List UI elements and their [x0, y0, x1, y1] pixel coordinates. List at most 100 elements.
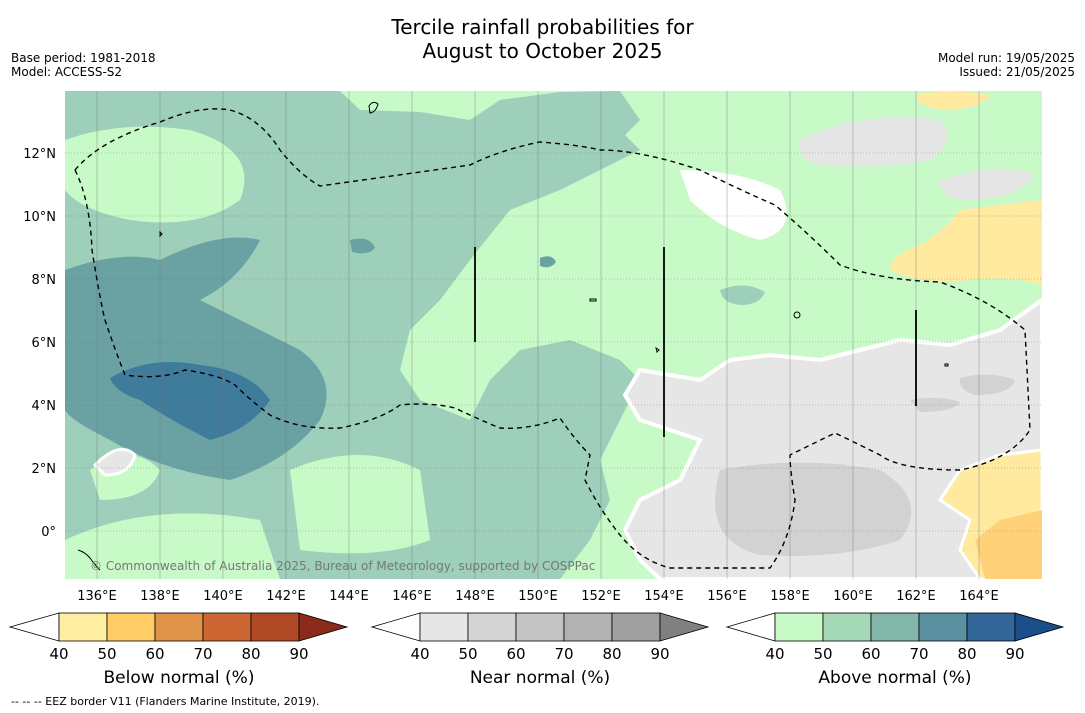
lon-label-152e: 152°E	[581, 589, 621, 604]
cb-above-tick-50: 50	[813, 645, 832, 663]
lat-label-2n: 2°N	[32, 462, 57, 477]
colorbar-below-normal	[8, 612, 349, 642]
below-normal-title: Below normal (%)	[103, 668, 255, 688]
lon-label-156e: 156°E	[707, 589, 747, 604]
lon-label-144e: 144°E	[329, 589, 369, 604]
cb-above-40-50	[774, 612, 824, 642]
model-run-label: Model run: 19/05/2025	[937, 51, 1075, 65]
issued-label: Issued: 21/05/2025	[959, 65, 1075, 79]
cb-below-80-90	[250, 612, 300, 642]
gridlines	[65, 152, 1042, 532]
base-period-label: Base period: 1981-2018	[11, 51, 156, 65]
cb-above-60-70	[870, 612, 920, 642]
lon-label-138e: 138°E	[140, 589, 180, 604]
eez-borders	[74, 108, 1031, 569]
meridian-lines	[96, 91, 980, 579]
cb-above-tick-80: 80	[957, 645, 976, 663]
below-normal-60-southeast	[975, 510, 1042, 579]
cb-below-tick-90: 90	[289, 645, 308, 663]
lat-label-6n: 6°N	[32, 336, 57, 351]
cb-below-40-50	[58, 612, 108, 642]
below-normal-50-east	[890, 200, 1042, 285]
lon-label-162e: 162°E	[896, 589, 936, 604]
colorbar-below-ticks: 40 50 60 70 80 90	[49, 645, 308, 663]
latitude-labels: 12°N 10°N 8°N 6°N 4°N 2°N 0°	[23, 147, 56, 540]
near-normal-40-north	[799, 117, 948, 167]
above-normal-title: Above normal (%)	[818, 668, 972, 688]
cb-near-80-90	[611, 612, 661, 642]
below-normal-50-north	[915, 91, 990, 110]
near-normal-pocket-1	[65, 126, 245, 223]
near-normal-50-patch	[959, 374, 1015, 395]
model-label: Model: ACCESS-S2	[11, 65, 123, 79]
above-normal-60-region	[65, 237, 327, 480]
map-title-line2: August to October 2025	[422, 39, 663, 63]
map-title-line1: Tercile rainfall probabilities for	[391, 15, 694, 39]
lon-label-150e: 150°E	[518, 589, 558, 604]
cb-below-tick-80: 80	[241, 645, 260, 663]
cb-above-tick-70: 70	[909, 645, 928, 663]
lon-label-136e: 136°E	[77, 589, 117, 604]
near-normal-40-north-2	[939, 168, 1035, 200]
eez-legend-note: -- -- -- EEZ border V11 (Flanders Marine…	[11, 695, 320, 708]
cb-below-50-60	[106, 612, 156, 642]
cb-above-tick-40: 40	[765, 645, 784, 663]
lon-label-148e: 148°E	[455, 589, 495, 604]
copyright-text: © Commonwealth of Australia 2025, Bureau…	[90, 559, 595, 573]
lon-label-154e: 154°E	[644, 589, 684, 604]
cb-below-tick-60: 60	[145, 645, 164, 663]
cb-above-tick-60: 60	[861, 645, 880, 663]
map-fill-layer	[65, 91, 1042, 579]
lat-label-8n: 8°N	[32, 273, 57, 288]
colorbar-near-ticks: 40 50 60 70 80 90	[410, 645, 669, 663]
cb-near-50-60	[467, 612, 517, 642]
near-normal-pocket-2	[290, 455, 430, 554]
lon-label-146e: 146°E	[392, 589, 432, 604]
cb-below-tick-70: 70	[193, 645, 212, 663]
longitude-labels: 136°E 138°E 140°E 142°E 144°E 146°E 148°…	[77, 589, 999, 604]
cb-below-60-70	[154, 612, 204, 642]
eez-border-south	[74, 169, 796, 569]
cb-above-80-90	[966, 612, 1016, 642]
lat-label-10n: 10°N	[23, 210, 56, 225]
near-normal-title: Near normal (%)	[469, 668, 611, 688]
lon-label-158e: 158°E	[770, 589, 810, 604]
lat-label-4n: 4°N	[32, 399, 57, 414]
above-normal-50-patch	[720, 285, 765, 305]
cb-above-70-80	[918, 612, 968, 642]
lon-label-160e: 160°E	[833, 589, 873, 604]
cb-near-tick-80: 80	[602, 645, 621, 663]
cb-near-tick-70: 70	[554, 645, 573, 663]
cb-above-50-60	[822, 612, 872, 642]
above-normal-60-patch-2	[540, 256, 556, 268]
colorbar-above-ticks: 40 50 60 70 80 90	[765, 645, 1024, 663]
lon-label-142e: 142°E	[266, 589, 306, 604]
near-normal-50-region	[715, 462, 912, 556]
near-normal-40-west-patch	[92, 447, 137, 477]
above-normal-50-north	[560, 91, 640, 140]
cb-below-tick-40: 40	[49, 645, 68, 663]
near-normal-pocket-3	[65, 513, 280, 579]
cb-near-tick-90: 90	[650, 645, 669, 663]
lon-label-140e: 140°E	[203, 589, 243, 604]
lon-label-164e: 164°E	[959, 589, 999, 604]
cb-near-tick-40: 40	[410, 645, 429, 663]
above-normal-60-patch	[350, 238, 375, 254]
solid-boundary-lines	[474, 247, 917, 437]
cb-near-60-70	[515, 612, 565, 642]
islands	[77, 101, 949, 571]
cb-below-tick-50: 50	[97, 645, 116, 663]
cb-near-tick-50: 50	[458, 645, 477, 663]
cb-near-tick-60: 60	[506, 645, 525, 663]
near-normal-40-central	[680, 170, 787, 240]
lat-label-0: 0°	[41, 525, 56, 540]
lat-label-12n: 12°N	[23, 147, 56, 162]
cb-near-40-50	[419, 612, 469, 642]
colorbar-near-normal	[370, 612, 710, 642]
eez-border-palau-fsm	[74, 108, 1031, 471]
cb-below-70-80	[202, 612, 252, 642]
cb-near-70-80	[563, 612, 613, 642]
cb-above-tick-90: 90	[1005, 645, 1024, 663]
colorbar-above-normal	[725, 612, 1065, 642]
